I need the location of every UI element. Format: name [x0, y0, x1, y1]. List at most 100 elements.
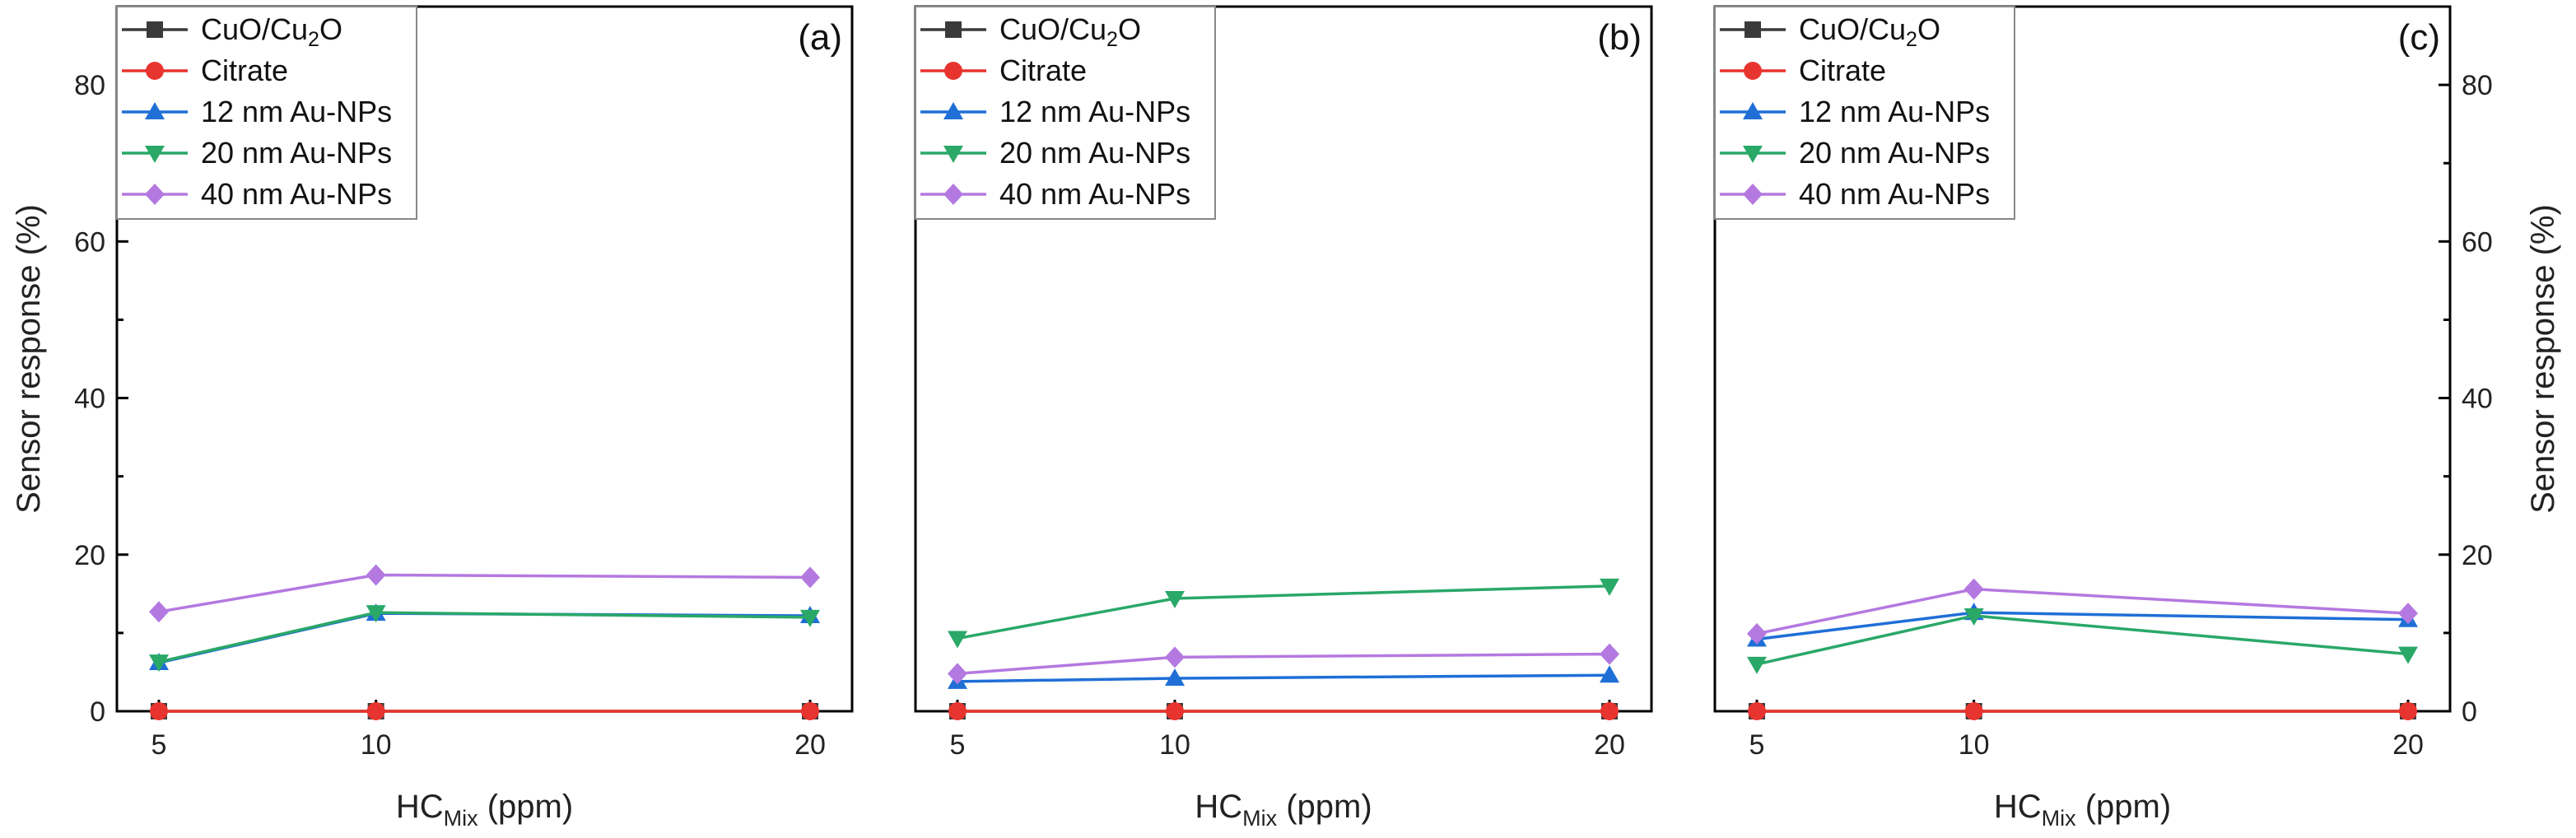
- data-point: [149, 601, 169, 623]
- legend-label: 20 nm Au-NPs: [201, 136, 392, 170]
- chart-panel-a: 5 10 20 0 20 40 60 80 Sensor response (%) HCMix (…: [11, 5, 854, 831]
- series-40-nm-au-nps: [1747, 578, 2418, 645]
- data-point: [1165, 668, 1185, 687]
- series-line: [957, 673, 1610, 683]
- legend-marker: [943, 102, 963, 119]
- x-tick-label: 5: [1749, 729, 1765, 761]
- legend-label: 20 nm Au-NPs: [999, 136, 1190, 170]
- legend-marker: [945, 21, 962, 38]
- data-point: [149, 654, 169, 673]
- series-20-nm-au-nps: [948, 578, 1619, 649]
- data-point: [2398, 603, 2418, 625]
- y-tick-label: 40: [2462, 384, 2493, 415]
- legend-marker: [943, 146, 963, 163]
- data-point: [1600, 665, 1619, 683]
- legend-label: 40 nm Au-NPs: [201, 177, 392, 211]
- legend-marker: [943, 184, 963, 205]
- series-line: [957, 652, 1610, 676]
- legend-marker: [147, 21, 163, 38]
- data-point: [366, 702, 385, 720]
- legend-label: CuO/Cu2O: [999, 12, 1141, 51]
- data-point: [948, 631, 967, 649]
- legend-marker: [1745, 21, 1761, 38]
- y-tick-label: 0: [90, 696, 105, 728]
- data-point: [150, 702, 168, 720]
- series-line: [158, 612, 811, 664]
- data-point: [2399, 702, 2417, 720]
- series-40-nm-au-nps: [948, 643, 1619, 685]
- series-line: [158, 611, 811, 663]
- data-point: [948, 663, 967, 685]
- data-point: [1165, 646, 1185, 668]
- panel-label: (c): [2398, 17, 2440, 58]
- legend-marker: [1743, 146, 1763, 163]
- series-citrate: [948, 702, 1619, 720]
- x-axis-title: HCMix (ppm): [396, 789, 573, 831]
- legend-label: Citrate: [201, 54, 288, 87]
- y-tick-label: 60: [2462, 226, 2493, 258]
- series-line: [957, 584, 1610, 640]
- x-tick-label: 5: [950, 729, 966, 761]
- legend-marker: [146, 62, 164, 80]
- y-tick-label: 80: [74, 70, 105, 101]
- legend-marker: [1743, 184, 1763, 205]
- panel-label: (a): [798, 17, 842, 58]
- y-tick-label: 20: [74, 540, 105, 571]
- legend-label: CuO/Cu2O: [201, 12, 342, 51]
- legend-label: 40 nm Au-NPs: [1799, 177, 1990, 211]
- x-tick-label: 20: [794, 729, 826, 761]
- data-point: [1747, 622, 1767, 645]
- data-point: [801, 702, 819, 720]
- y-tick-label: 0: [2462, 696, 2477, 728]
- panel-label: (b): [1597, 17, 1642, 58]
- y-tick-label: 60: [74, 226, 105, 258]
- series-line: [1756, 614, 2409, 666]
- legend-label: 20 nm Au-NPs: [1799, 136, 1990, 170]
- legend-label: Citrate: [999, 54, 1087, 87]
- x-axis-title: HCMix (ppm): [1994, 789, 2171, 831]
- data-point: [1964, 702, 1983, 720]
- series-40-nm-au-nps: [149, 564, 820, 623]
- legend-marker: [1744, 62, 1762, 80]
- data-point: [800, 566, 820, 589]
- series-citrate: [1748, 702, 2417, 720]
- x-tick-label: 20: [1594, 729, 1625, 761]
- data-point: [1600, 578, 1619, 596]
- series-12-nm-au-nps: [948, 665, 1619, 689]
- legend-marker: [145, 146, 165, 163]
- legend-label: 12 nm Au-NPs: [1799, 95, 1990, 128]
- x-tick-label: 10: [1959, 729, 1990, 761]
- data-point: [1165, 591, 1185, 609]
- data-point: [2398, 646, 2418, 664]
- x-axis-title: HCMix (ppm): [1195, 789, 1372, 831]
- y-tick-label: 40: [74, 384, 105, 415]
- data-point: [1600, 702, 1619, 720]
- data-point: [1963, 578, 1984, 600]
- x-tick-label: 20: [2392, 729, 2424, 761]
- x-tick-label: 10: [1159, 729, 1190, 761]
- data-point: [948, 702, 967, 720]
- legend-label: 40 nm Au-NPs: [999, 177, 1190, 211]
- data-point: [1963, 608, 1984, 626]
- data-point: [1600, 643, 1619, 665]
- y-tick-label: 20: [2462, 540, 2493, 571]
- series-20-nm-au-nps: [149, 605, 820, 673]
- data-point: [1748, 702, 1766, 720]
- legend-marker: [944, 62, 962, 80]
- data-point: [366, 605, 386, 623]
- x-tick-label: 5: [151, 729, 167, 761]
- legend-marker: [1743, 102, 1763, 119]
- series-20-nm-au-nps: [1747, 608, 2418, 674]
- data-point: [1166, 702, 1184, 720]
- data-point: [1747, 656, 1767, 674]
- series-citrate: [150, 702, 819, 720]
- legend-label: CuO/Cu2O: [1799, 12, 1940, 51]
- chart-panel-c: 5 10 20 0 20 40 60 80 Sensor response (%) HCMix (…: [1713, 5, 2561, 831]
- legend-label: 12 nm Au-NPs: [201, 95, 392, 128]
- x-tick-label: 10: [361, 729, 392, 761]
- legend-label: Citrate: [1799, 54, 1886, 87]
